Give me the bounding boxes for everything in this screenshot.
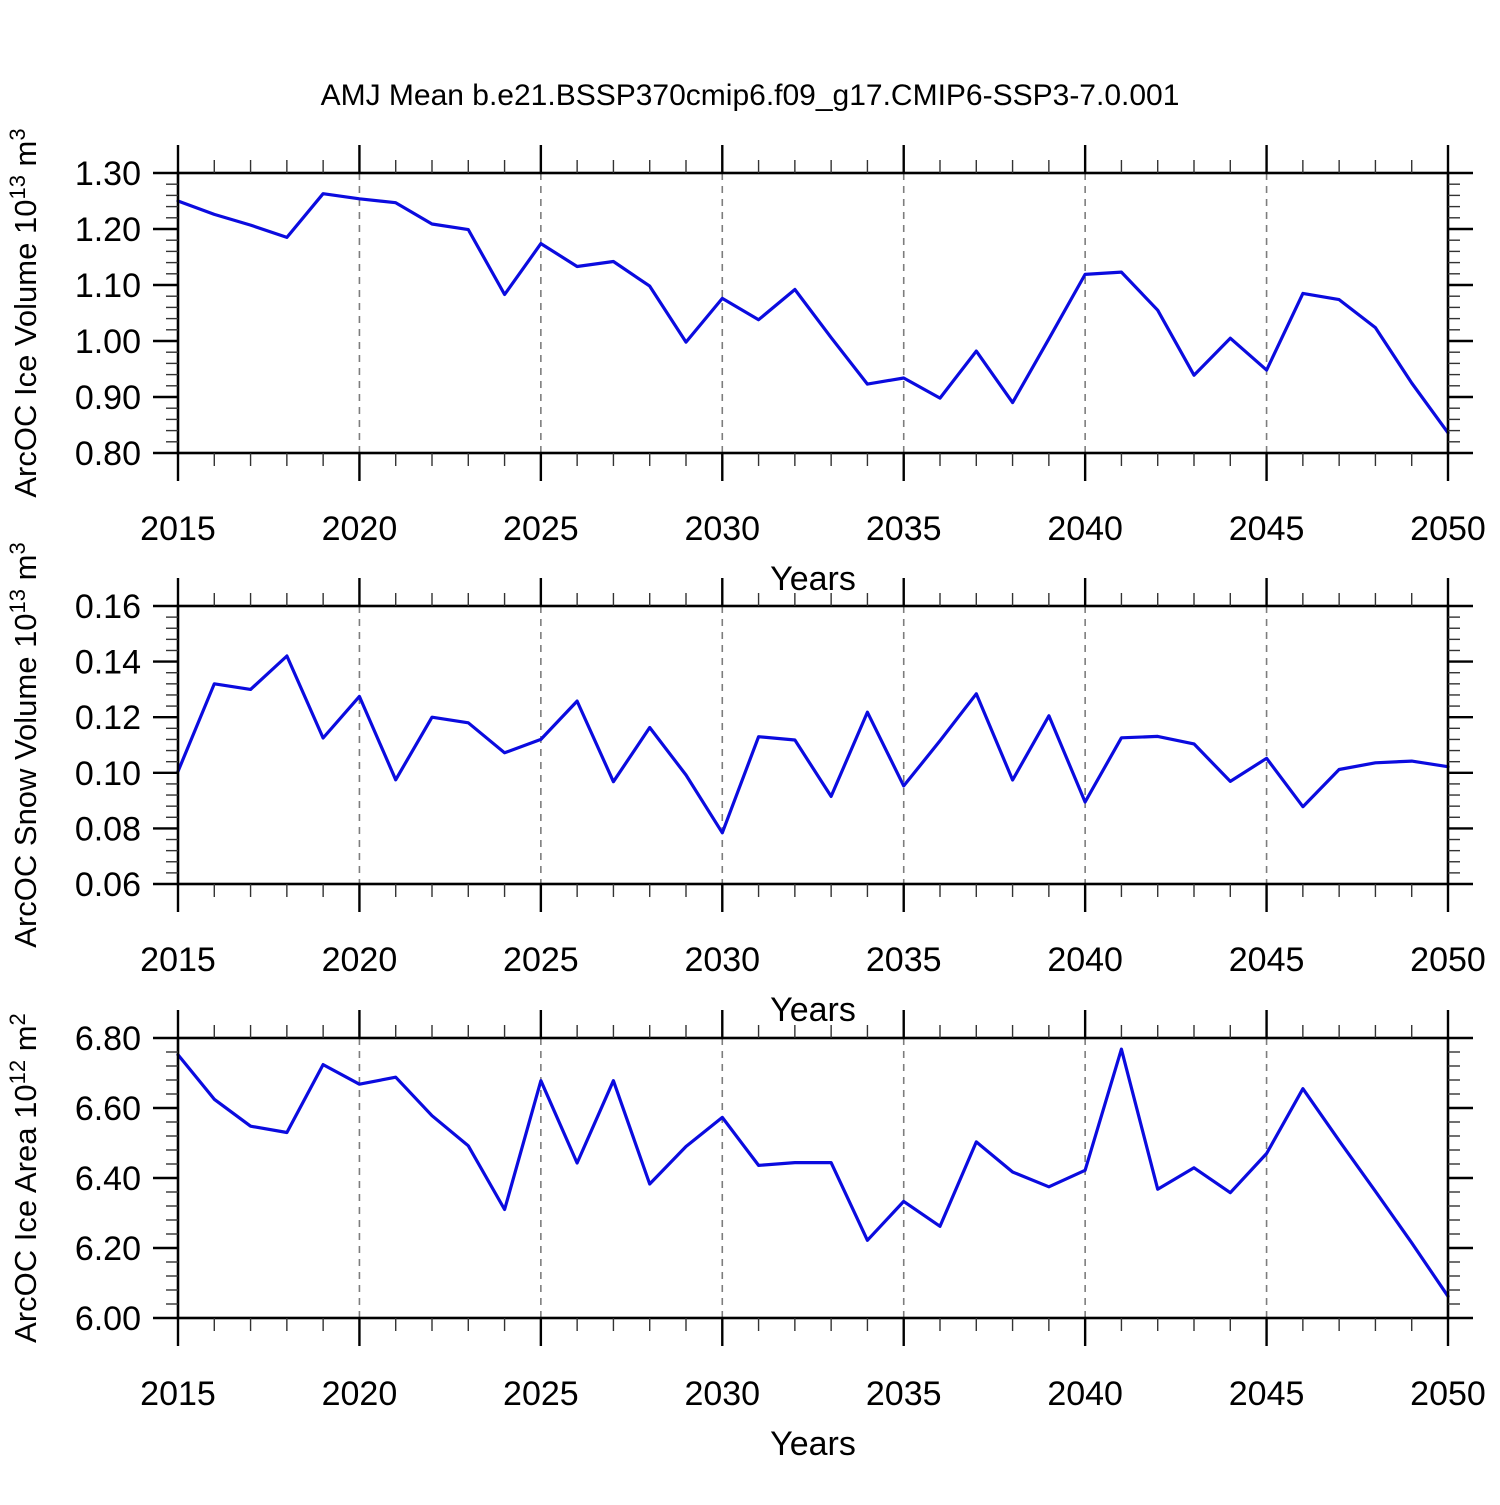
x-tick-label: 2050 bbox=[1410, 1375, 1486, 1413]
y-tick-label: 6.60 bbox=[75, 1090, 141, 1128]
x-tick-label: 2050 bbox=[1410, 510, 1486, 548]
y-axis-title-text: m bbox=[8, 1025, 43, 1059]
y-tick-label: 0.10 bbox=[75, 755, 141, 793]
y-axis-title-superscript: 12 bbox=[5, 1060, 30, 1084]
chart-panel-ice-area: 2015 2020 2025 2030 2035 2040 2045 2050 6.80 6.60… bbox=[5, 1010, 1486, 1463]
y-tick-label: 0.08 bbox=[75, 810, 141, 848]
x-tick-label: 2030 bbox=[684, 1375, 760, 1413]
y-tick-label: 0.16 bbox=[75, 588, 141, 626]
plot-box bbox=[176, 171, 1450, 455]
x-axis-title: Years bbox=[770, 560, 856, 598]
y-tick-label: 0.12 bbox=[75, 699, 141, 737]
y-axis-title-superscript: 2 bbox=[5, 1013, 30, 1025]
x-tick-label: 2035 bbox=[866, 941, 942, 979]
x-tick-label: 2030 bbox=[684, 941, 760, 979]
x-tick-label: 2030 bbox=[684, 510, 760, 548]
y-axis-title-superscript: 3 bbox=[5, 542, 30, 554]
x-tick-label: 2040 bbox=[1047, 941, 1123, 979]
x-tick-label: 2040 bbox=[1047, 510, 1123, 548]
chart-panel-snow-volume: 2015 2020 2025 2030 2035 2040 2045 2050 0.16 0.14… bbox=[5, 542, 1486, 1029]
x-tick-label: 2035 bbox=[866, 510, 942, 548]
y-tick-label: 1.10 bbox=[75, 267, 141, 305]
y-axis-title-text: m bbox=[8, 555, 43, 589]
y-tick-label: 0.90 bbox=[75, 379, 141, 417]
y-tick-label: 6.80 bbox=[75, 1020, 141, 1058]
x-tick-label: 2050 bbox=[1410, 941, 1486, 979]
y-axis-title-superscript: 13 bbox=[5, 589, 30, 613]
x-tick-label: 2040 bbox=[1047, 1375, 1123, 1413]
panels: 2015 2020 2025 2030 2035 2040 2045 2050 1.30 1.20… bbox=[5, 128, 1486, 1463]
x-tick-label: 2045 bbox=[1229, 510, 1305, 548]
x-axis-title: Years bbox=[770, 1425, 856, 1463]
x-tick-label: 2020 bbox=[322, 1375, 398, 1413]
series-line-ice-area bbox=[176, 1047, 1450, 1298]
y-axis-title-superscript: 3 bbox=[5, 128, 30, 140]
y-tick-label: 0.06 bbox=[75, 866, 141, 904]
series-line-ice-volume bbox=[176, 192, 1450, 435]
x-tick-label: 2025 bbox=[503, 1375, 579, 1413]
x-tick-label: 2025 bbox=[503, 510, 579, 548]
x-tick-label: 2020 bbox=[322, 941, 398, 979]
y-tick-label: 6.40 bbox=[75, 1160, 141, 1198]
y-axis-title-superscript: 13 bbox=[5, 175, 30, 199]
chart-panel-ice-volume: 2015 2020 2025 2030 2035 2040 2045 2050 1.30 1.20… bbox=[5, 128, 1486, 598]
x-tick-label: 2015 bbox=[140, 510, 216, 548]
y-tick-label: 6.20 bbox=[75, 1230, 141, 1268]
x-tick-label: 2045 bbox=[1229, 941, 1305, 979]
y-axis-title-text: ArcOC Ice Area 10 bbox=[8, 1084, 43, 1342]
x-tick-label: 2025 bbox=[503, 941, 579, 979]
plot-box bbox=[176, 1036, 1450, 1320]
plot-box bbox=[176, 604, 1450, 886]
x-tick-label: 2015 bbox=[140, 1375, 216, 1413]
x-tick-label: 2035 bbox=[866, 1375, 942, 1413]
series-line-snow-volume bbox=[176, 654, 1450, 835]
y-axis-title: ArcOC Ice Area 1012 m2 bbox=[5, 1013, 43, 1343]
y-axis-title: ArcOC Snow Volume 1013 m3 bbox=[5, 542, 43, 947]
chart-title: AMJ Mean b.e21.BSSP370cmip6.f09_g17.CMIP… bbox=[321, 79, 1180, 112]
y-axis-title: ArcOC Ice Volume 1013 m3 bbox=[5, 128, 43, 497]
y-tick-label: 0.14 bbox=[75, 644, 141, 682]
y-tick-label: 1.00 bbox=[75, 323, 141, 361]
x-tick-label: 2020 bbox=[322, 510, 398, 548]
y-tick-label: 0.80 bbox=[75, 435, 141, 473]
x-tick-label: 2045 bbox=[1229, 1375, 1305, 1413]
y-axis-title-text: ArcOC Snow Volume 10 bbox=[8, 613, 43, 947]
x-tick-label: 2015 bbox=[140, 941, 216, 979]
y-axis-title-text: ArcOC Ice Volume 10 bbox=[8, 200, 43, 498]
y-axis-title-text: m bbox=[8, 141, 43, 175]
y-tick-label: 6.00 bbox=[75, 1300, 141, 1338]
y-tick-label: 1.20 bbox=[75, 211, 141, 249]
y-tick-label: 1.30 bbox=[75, 155, 141, 193]
x-axis-title: Years bbox=[770, 991, 856, 1029]
